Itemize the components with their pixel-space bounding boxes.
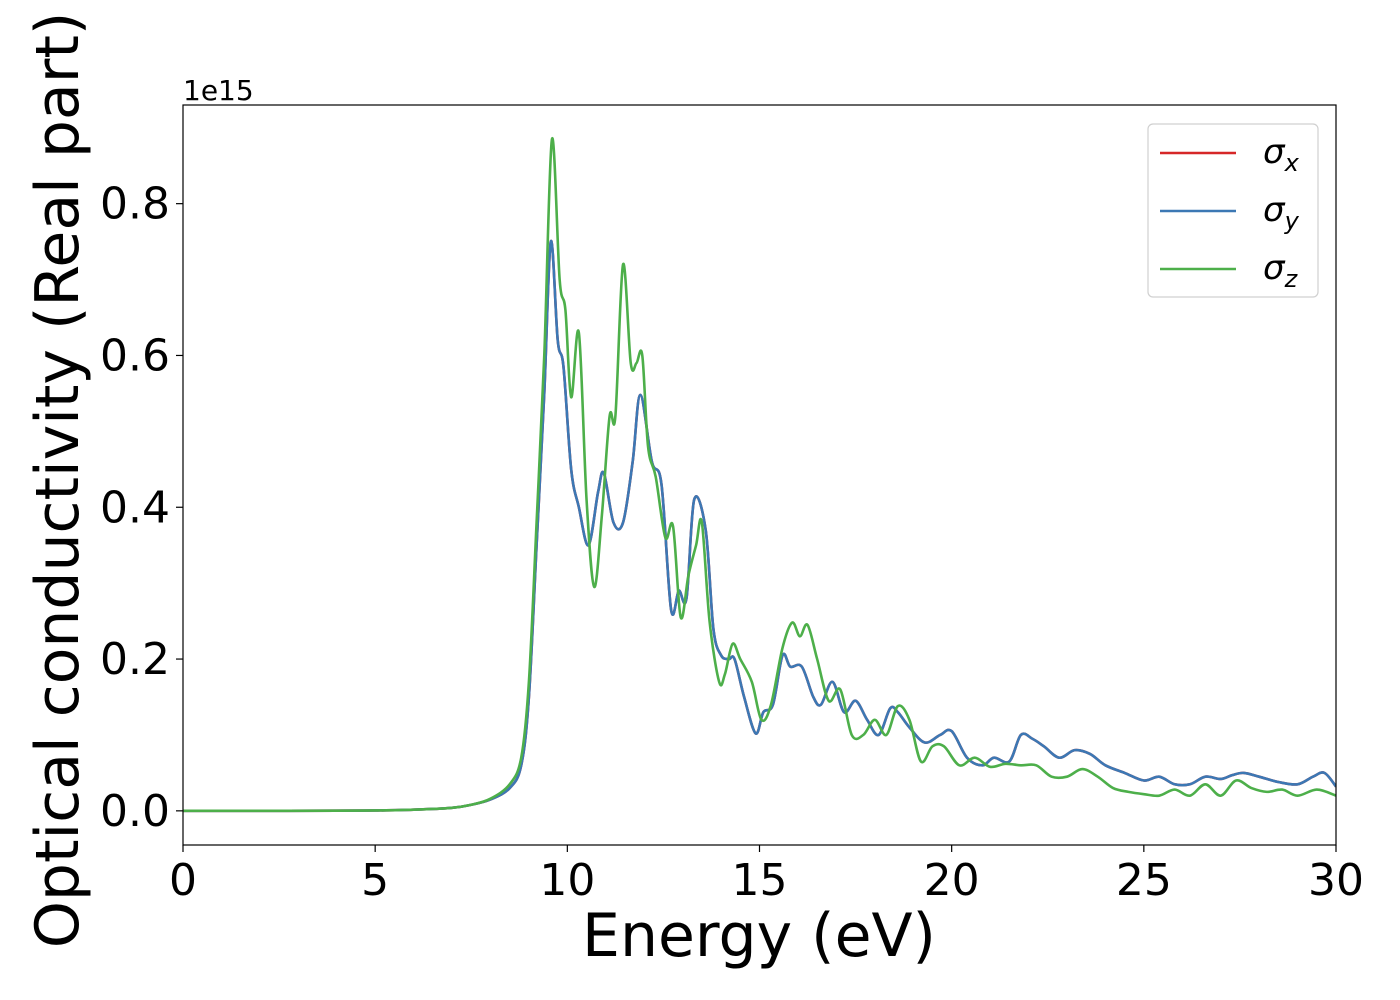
axes-layer: 0 5 10 15 20 25 30 0.0 0.2 0.4 0.6 0.8 xyxy=(100,104,1364,906)
y-tick-label: 0.2 xyxy=(100,634,170,685)
y-tick-label: 0.0 xyxy=(100,786,170,837)
y-tick-label: 0.4 xyxy=(100,482,170,533)
legend-label-x: σx xyxy=(1263,132,1300,177)
x-tick-label: 15 xyxy=(732,855,788,906)
series-line-z xyxy=(183,137,1336,813)
y-tick-label: 0.8 xyxy=(100,179,170,230)
x-tick-label: 5 xyxy=(361,855,389,906)
legend-symbol: σ xyxy=(1263,190,1286,230)
x-tick-label: 0 xyxy=(169,855,197,906)
series-layer xyxy=(183,137,1336,813)
legend-symbol: σ xyxy=(1263,248,1286,288)
y-tick-label: 0.6 xyxy=(100,330,170,381)
legend-symbol: σ xyxy=(1263,132,1286,172)
x-tick-label: 25 xyxy=(1116,855,1172,906)
y-offset-label: 1e15 xyxy=(183,74,254,107)
x-axis-label: Energy (eV) xyxy=(582,901,936,971)
x-tick-label: 20 xyxy=(924,855,980,906)
legend-subscript: z xyxy=(1284,265,1299,293)
legend-label-z: σz xyxy=(1263,248,1299,293)
legend-subscript: y xyxy=(1284,207,1300,235)
x-tick-label: 10 xyxy=(539,855,595,906)
y-axis-label: Optical conductivity (Real part) xyxy=(23,12,93,949)
x-tick-label: 30 xyxy=(1308,855,1364,906)
series-line-y xyxy=(183,240,1336,813)
legend-subscript: x xyxy=(1284,149,1300,177)
legend-label-y: σy xyxy=(1263,190,1300,235)
